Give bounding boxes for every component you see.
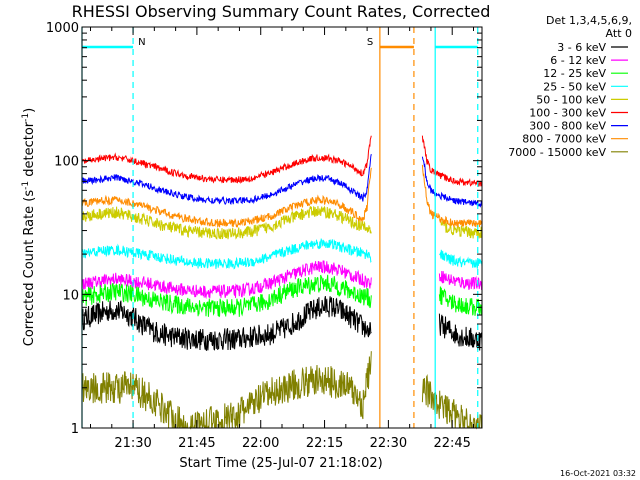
series-line-2-pre-gap [81,260,372,300]
y-axis-label-main: Corrected Count Rate (s [22,190,37,347]
legend-entry-label-5: 50 - 100 keV [536,93,606,106]
y-axis-label: Corrected Count Rate (s-1 detector-1) [21,108,37,346]
axis-layer: 21:30 21:45 22:00 22:15 22:30 22:45 1 10 100 1000 [46,21,482,451]
legend-entry-label-8: 800 - 7000 keV [522,133,606,146]
y-axis-label-end: ) [22,108,37,113]
series-line-1-pre-gap [81,295,372,351]
x-tick-label: 22:00 [242,436,279,451]
series-line-9-post-gap [421,374,483,430]
legend-header-detectors: Det 1,3,4,5,6,9, [546,14,632,27]
x-tick-label: 22:45 [433,436,470,451]
y-tick-label: 100 [54,155,79,170]
series-line-3-pre-gap [81,274,372,318]
series-line-2-post-gap [438,270,483,291]
legend-entry-label-2: 6 - 12 keV [550,54,606,67]
chart-title: RHESSI Observing Summary Count Rates, Co… [72,2,491,21]
y-tick-label: 1 [71,422,79,437]
series-line-6-post-gap [421,135,483,187]
legend-entry-label-4: 25 - 50 keV [543,80,606,93]
y-axis-label-mid: detector [22,121,37,181]
x-tick-label: 21:30 [114,436,151,451]
series-line-6-pre-gap [81,135,372,184]
legend-entry-label-9: 7000 - 15000 keV [508,146,606,159]
legend-entry-label-7: 300 - 800 keV [529,120,606,133]
x-axis-label: Start Time (25-Jul-07 21:18:02) [179,456,382,471]
series-line-4-pre-gap [81,237,372,270]
footer-timestamp: 16-Oct-2021 03:32 [560,469,636,478]
flag-label-S: S [367,37,373,48]
legend-entry-label-3: 12 - 25 keV [543,67,606,80]
series-line-7-post-gap [421,156,483,208]
series-line-8-post-gap [421,164,483,228]
x-tick-label: 21:45 [178,436,215,451]
y-tick-label: 10 [62,288,79,303]
series-line-8-pre-gap [81,167,372,229]
series-line-5-post-gap [438,218,483,239]
series-line-9-pre-gap [81,351,372,430]
y-tick-label: 1000 [46,21,79,36]
y-axis-label-sup-2: -1 [21,113,31,122]
legend-header-attenuator: Att 0 [606,27,632,40]
x-tick-label: 22:30 [370,436,407,451]
series-layer [81,135,483,430]
y-axis-label-sup-1: -1 [21,181,31,190]
legend-entry-label-6: 100 - 300 keV [529,107,606,120]
legend-entry-label-1: 3 - 6 keV [557,41,606,54]
flag-label-N: N [138,37,145,48]
series-line-5-pre-gap [81,205,372,240]
series-line-1-post-gap [438,313,483,351]
x-tick-label: 22:15 [306,436,343,451]
series-line-7-pre-gap [81,153,372,205]
